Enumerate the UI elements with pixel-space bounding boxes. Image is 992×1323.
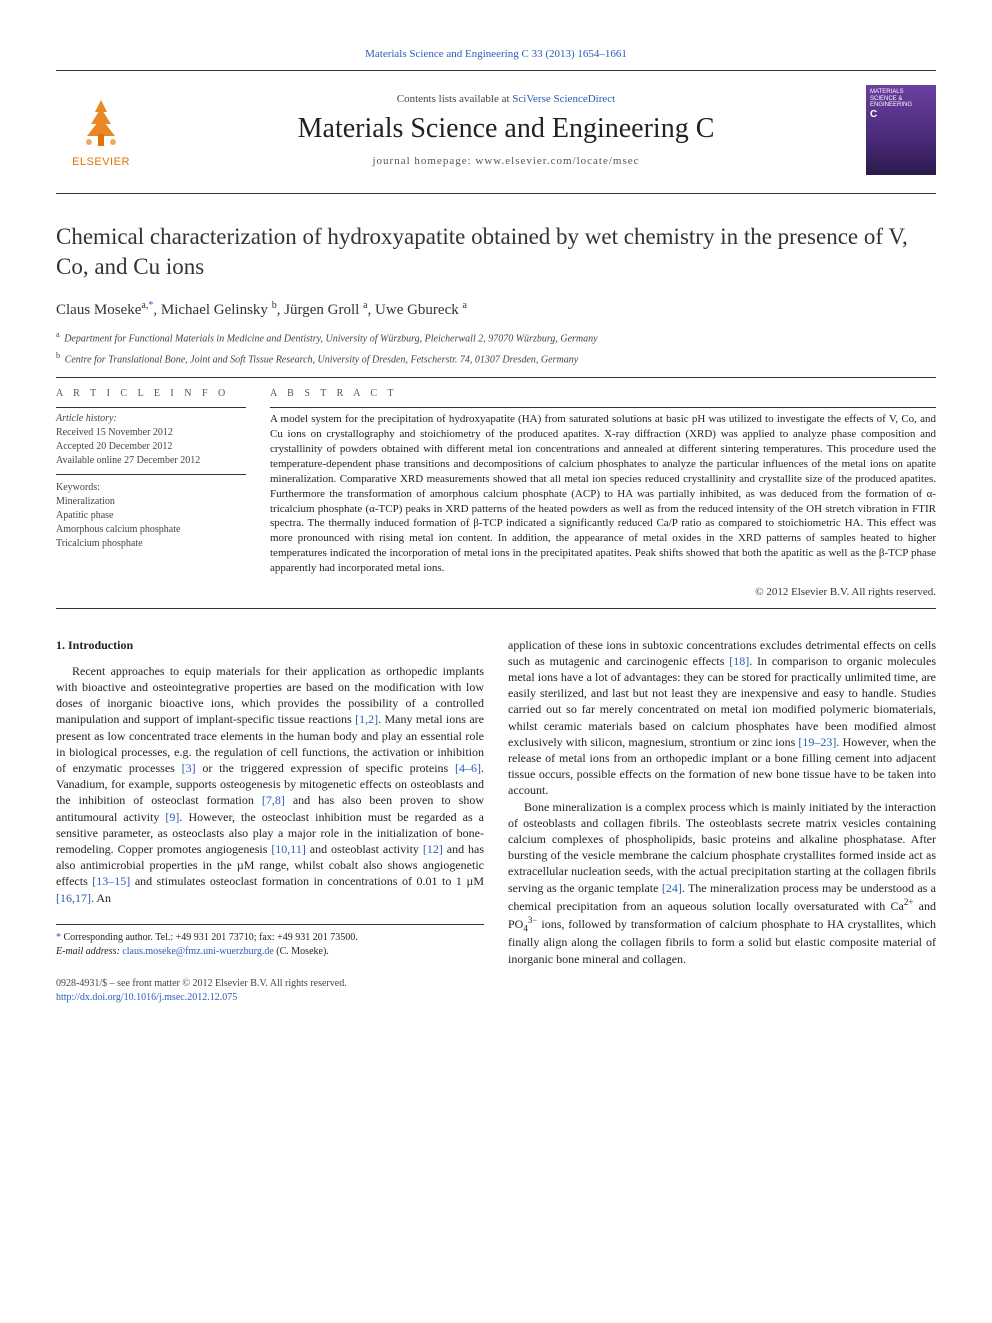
author-4: , Uwe Gbureck [368, 302, 463, 318]
ref-12[interactable]: [12] [423, 842, 443, 856]
ref-16-17[interactable]: [16,17] [56, 891, 91, 905]
t: and osteoblast activity [306, 842, 423, 856]
homepage-url[interactable]: www.elsevier.com/locate/msec [475, 155, 639, 167]
cover-text-1: MATERIALS [870, 89, 932, 96]
column-right: application of these ions in subtoxic co… [508, 637, 936, 967]
ref-9[interactable]: [9] [165, 810, 179, 824]
t: or the triggered expression of specific … [196, 761, 455, 775]
doi-link[interactable]: http://dx.doi.org/10.1016/j.msec.2012.12… [56, 992, 237, 1003]
affiliation-a: a Department for Functional Materials in… [56, 329, 936, 346]
ref-4-6[interactable]: [4–6] [455, 761, 481, 775]
journal-title: Materials Science and Engineering C [146, 113, 866, 145]
intro-para-2: Bone mineralization is a complex process… [508, 799, 936, 967]
elsevier-brand: ELSEVIER [72, 156, 130, 168]
author-4-affil: a [463, 300, 467, 311]
history-label: Article history: [56, 412, 246, 426]
ca-charge: 2+ [904, 897, 914, 907]
citation-link[interactable]: Materials Science and Engineering C 33 (… [365, 48, 627, 60]
affil-a-text: Department for Functional Materials in M… [62, 333, 598, 344]
article-info-block: A R T I C L E I N F O Article history: R… [56, 388, 246, 597]
intro-para-1-cont: application of these ions in subtoxic co… [508, 637, 936, 799]
author-1: Claus Moseke [56, 302, 141, 318]
ref-13-15[interactable]: [13–15] [92, 874, 130, 888]
ref-18[interactable]: [18] [729, 654, 749, 668]
po-charge: 3− [528, 915, 538, 925]
info-rule-1 [56, 407, 246, 408]
body-columns: 1. Introduction Recent approaches to equ… [56, 637, 936, 967]
homepage-line: journal homepage: www.elsevier.com/locat… [146, 155, 866, 167]
section-1-head: 1. Introduction [56, 637, 484, 653]
keyword-1: Mineralization [56, 495, 246, 509]
affiliation-b: b Centre for Translational Bone, Joint a… [56, 350, 936, 367]
abstract-block: A B S T R A C T A model system for the p… [270, 388, 936, 597]
corr-author-text: Corresponding author. Tel.: +49 931 201 … [61, 932, 358, 943]
ref-7-8[interactable]: [7,8] [262, 793, 285, 807]
keyword-4: Tricalcium phosphate [56, 537, 246, 551]
t: ions, followed by transformation of calc… [508, 917, 936, 966]
contents-prefix: Contents lists available at [397, 93, 512, 105]
abstract-head: A B S T R A C T [270, 388, 936, 399]
running-header: Materials Science and Engineering C 33 (… [56, 48, 936, 60]
column-left: 1. Introduction Recent approaches to equ… [56, 637, 484, 967]
corresponding-footer: * Corresponding author. Tel.: +49 931 20… [56, 924, 484, 959]
ref-10-11[interactable]: [10,11] [271, 842, 306, 856]
masthead-bottom-rule [56, 193, 936, 194]
t: . An [91, 891, 111, 905]
keywords-label: Keywords: [56, 481, 246, 495]
history-received: Received 15 November 2012 [56, 426, 246, 440]
abstract-rule [270, 407, 936, 408]
article-title: Chemical characterization of hydroxyapat… [56, 222, 936, 282]
issn-line: 0928-4931/$ – see front matter © 2012 El… [56, 977, 936, 991]
elsevier-tree-icon [71, 92, 131, 152]
bottom-metadata: 0928-4931/$ – see front matter © 2012 El… [56, 977, 936, 1005]
homepage-prefix: journal homepage: [372, 155, 475, 167]
intro-para-1: Recent approaches to equip materials for… [56, 663, 484, 906]
affil-b-sup: b [56, 351, 60, 360]
email-label: E-mail address: [56, 946, 122, 957]
author-3: , Jürgen Groll [277, 302, 363, 318]
abstract-text: A model system for the precipitation of … [270, 412, 936, 575]
keyword-3: Amorphous calcium phosphate [56, 523, 246, 537]
cover-text-2: SCIENCE & [870, 96, 932, 103]
t: and stimulates osteoclast formation in c… [130, 874, 484, 888]
cover-text-4: C [870, 109, 932, 120]
info-bottom-rule [56, 608, 936, 609]
masthead: ELSEVIER Contents lists available at Sci… [56, 81, 936, 183]
ref-24[interactable]: [24] [662, 881, 682, 895]
email-tail: (C. Moseke). [274, 946, 329, 957]
history-available: Available online 27 December 2012 [56, 454, 246, 468]
article-info-head: A R T I C L E I N F O [56, 388, 246, 399]
keyword-2: Apatitic phase [56, 509, 246, 523]
cover-text-3: ENGINEERING [870, 102, 932, 109]
journal-cover-thumb: MATERIALS SCIENCE & ENGINEERING C [866, 85, 936, 175]
top-rule [56, 70, 936, 71]
elsevier-logo: ELSEVIER [56, 92, 146, 168]
email-link[interactable]: claus.moseke@fmz.uni-wuerzburg.de [122, 946, 273, 957]
sciencedirect-link[interactable]: SciVerse ScienceDirect [512, 93, 615, 105]
affil-a-sup: a [56, 330, 60, 339]
ref-1-2[interactable]: [1,2] [355, 712, 378, 726]
contents-line: Contents lists available at SciVerse Sci… [146, 93, 866, 105]
authors-line: Claus Mosekea,*, Michael Gelinsky b, Jür… [56, 300, 936, 319]
abstract-copyright: © 2012 Elsevier B.V. All rights reserved… [270, 586, 936, 598]
author-2: , Michael Gelinsky [153, 302, 271, 318]
info-top-rule [56, 377, 936, 378]
ref-19-23[interactable]: [19–23] [798, 735, 836, 749]
ref-3[interactable]: [3] [182, 761, 196, 775]
history-accepted: Accepted 20 December 2012 [56, 440, 246, 454]
affil-b-text: Centre for Translational Bone, Joint and… [62, 354, 578, 365]
